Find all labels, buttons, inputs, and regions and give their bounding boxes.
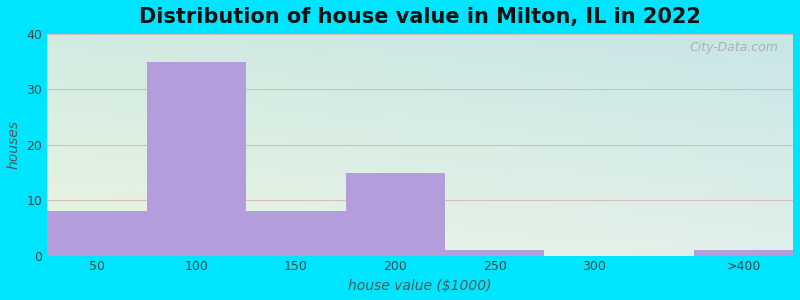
- Bar: [47, 211, 146, 256]
- Title: Distribution of house value in Milton, IL in 2022: Distribution of house value in Milton, I…: [139, 7, 701, 27]
- Text: City-Data.com: City-Data.com: [690, 41, 778, 54]
- X-axis label: house value ($1000): house value ($1000): [348, 279, 492, 293]
- Y-axis label: houses: houses: [7, 120, 21, 169]
- Bar: [346, 172, 445, 256]
- Bar: [246, 211, 346, 256]
- Bar: [445, 250, 545, 256]
- Bar: [146, 62, 246, 256]
- Bar: [694, 250, 793, 256]
